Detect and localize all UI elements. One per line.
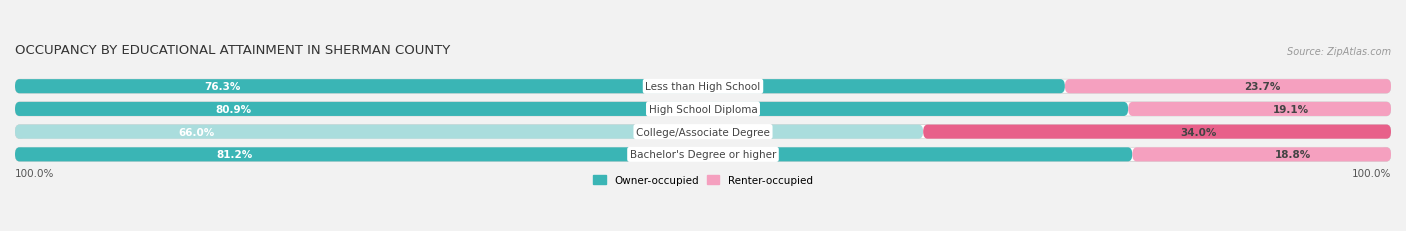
- FancyBboxPatch shape: [15, 148, 1391, 162]
- FancyBboxPatch shape: [1132, 148, 1391, 162]
- Text: 23.7%: 23.7%: [1244, 82, 1281, 92]
- Text: OCCUPANCY BY EDUCATIONAL ATTAINMENT IN SHERMAN COUNTY: OCCUPANCY BY EDUCATIONAL ATTAINMENT IN S…: [15, 43, 450, 56]
- FancyBboxPatch shape: [15, 80, 1391, 94]
- FancyBboxPatch shape: [15, 125, 1391, 139]
- FancyBboxPatch shape: [20, 125, 1386, 139]
- Text: College/Associate Degree: College/Associate Degree: [636, 127, 770, 137]
- FancyBboxPatch shape: [924, 125, 1391, 139]
- Text: Less than High School: Less than High School: [645, 82, 761, 92]
- Text: 19.1%: 19.1%: [1272, 104, 1309, 114]
- Text: 18.8%: 18.8%: [1275, 150, 1310, 160]
- FancyBboxPatch shape: [20, 103, 1386, 116]
- Text: Bachelor's Degree or higher: Bachelor's Degree or higher: [630, 150, 776, 160]
- FancyBboxPatch shape: [15, 102, 1128, 116]
- Text: 34.0%: 34.0%: [1181, 127, 1216, 137]
- FancyBboxPatch shape: [20, 80, 1386, 93]
- Text: 100.0%: 100.0%: [1351, 169, 1391, 179]
- Text: 66.0%: 66.0%: [179, 127, 215, 137]
- Text: 100.0%: 100.0%: [15, 169, 55, 179]
- Text: Source: ZipAtlas.com: Source: ZipAtlas.com: [1286, 46, 1391, 56]
- Text: 81.2%: 81.2%: [217, 150, 252, 160]
- FancyBboxPatch shape: [15, 80, 1064, 94]
- FancyBboxPatch shape: [1064, 80, 1391, 94]
- Legend: Owner-occupied, Renter-occupied: Owner-occupied, Renter-occupied: [593, 176, 813, 185]
- FancyBboxPatch shape: [20, 148, 1386, 161]
- Text: 76.3%: 76.3%: [204, 82, 240, 92]
- Text: 80.9%: 80.9%: [215, 104, 252, 114]
- FancyBboxPatch shape: [1128, 102, 1391, 116]
- FancyBboxPatch shape: [15, 148, 1132, 162]
- FancyBboxPatch shape: [15, 102, 1391, 116]
- FancyBboxPatch shape: [15, 125, 924, 139]
- Text: High School Diploma: High School Diploma: [648, 104, 758, 114]
